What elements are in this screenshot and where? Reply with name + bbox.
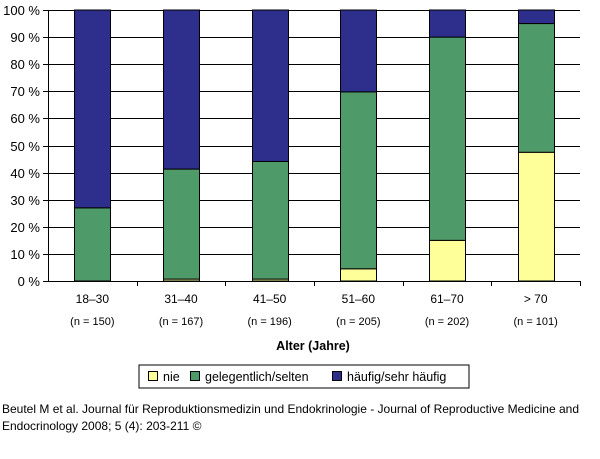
bar-segment: [340, 268, 377, 282]
y-tick-label: 0 %: [18, 274, 41, 289]
bar-segment: [252, 160, 289, 280]
x-category-count: (n = 202): [425, 316, 469, 328]
stacked-bar-chart: 0 % 10 % 20 % 30 % 40 % 50 % 60 % 70 % 80 % 90 % 1…: [3, 3, 581, 389]
x-category-label: 51–60: [342, 292, 376, 306]
x-category-label: 31–40: [164, 292, 198, 306]
y-tick-label: 30 %: [10, 193, 40, 208]
bar-segment: [163, 168, 200, 280]
axis-labels: 0 % 10 % 20 % 30 % 40 % 50 % 60 % 70 % 80 % 90 % 1…: [3, 3, 558, 328]
y-tick-label: 40 %: [10, 166, 40, 181]
y-tick-label: 50 %: [10, 139, 40, 154]
bars: [74, 9, 555, 282]
y-tick-label: 70 %: [10, 84, 40, 99]
bar-segment: [518, 151, 555, 282]
x-category-count: (n = 101): [513, 316, 557, 328]
bar-segment: [518, 23, 555, 153]
bar-segment: [518, 9, 555, 25]
bar-segment: [429, 9, 466, 38]
legend-label: gelegentlich/selten: [205, 370, 309, 384]
axes: [43, 10, 581, 286]
bar-segment: [340, 91, 377, 270]
legend-label: nie: [163, 370, 180, 384]
y-tick-label: 20 %: [10, 220, 40, 235]
bar-segment: [429, 239, 466, 282]
legend: nie gelegentlich/selten häufig/sehr häufig: [138, 364, 470, 389]
legend-box: [138, 364, 470, 389]
citation-caption: Beutel M et al. Journal für Reproduktion…: [2, 402, 579, 433]
y-tick-label: 60 %: [10, 111, 40, 126]
y-tick-label: 100 %: [3, 3, 40, 18]
x-category-label: 61–70: [430, 292, 464, 306]
x-category-label: 18–30: [76, 292, 110, 306]
bar-segment: [74, 9, 111, 209]
y-tick-label: 80 %: [10, 57, 40, 72]
x-category-count: (n = 196): [247, 316, 291, 328]
bar-segment: [252, 9, 289, 162]
x-category-label: > 70: [524, 292, 548, 306]
bar-segment: [74, 207, 111, 282]
y-tick-label: 10 %: [10, 247, 40, 262]
x-category-label: 41–50: [253, 292, 287, 306]
x-axis-title: Alter (Jahre): [276, 339, 350, 353]
legend-swatch: [190, 371, 200, 381]
x-category-count: (n = 167): [159, 316, 203, 328]
gridlines: [48, 10, 580, 255]
x-category-count: (n = 150): [70, 316, 114, 328]
legend-label: häufig/sehr häufig: [347, 370, 446, 384]
legend-swatch: [148, 371, 158, 381]
y-tick-label: 90 %: [10, 30, 40, 45]
bar-segment: [163, 9, 200, 170]
x-category-count: (n = 205): [336, 316, 380, 328]
bar-segment: [429, 36, 466, 241]
bar-segment: [340, 9, 377, 93]
legend-swatch: [332, 371, 342, 381]
